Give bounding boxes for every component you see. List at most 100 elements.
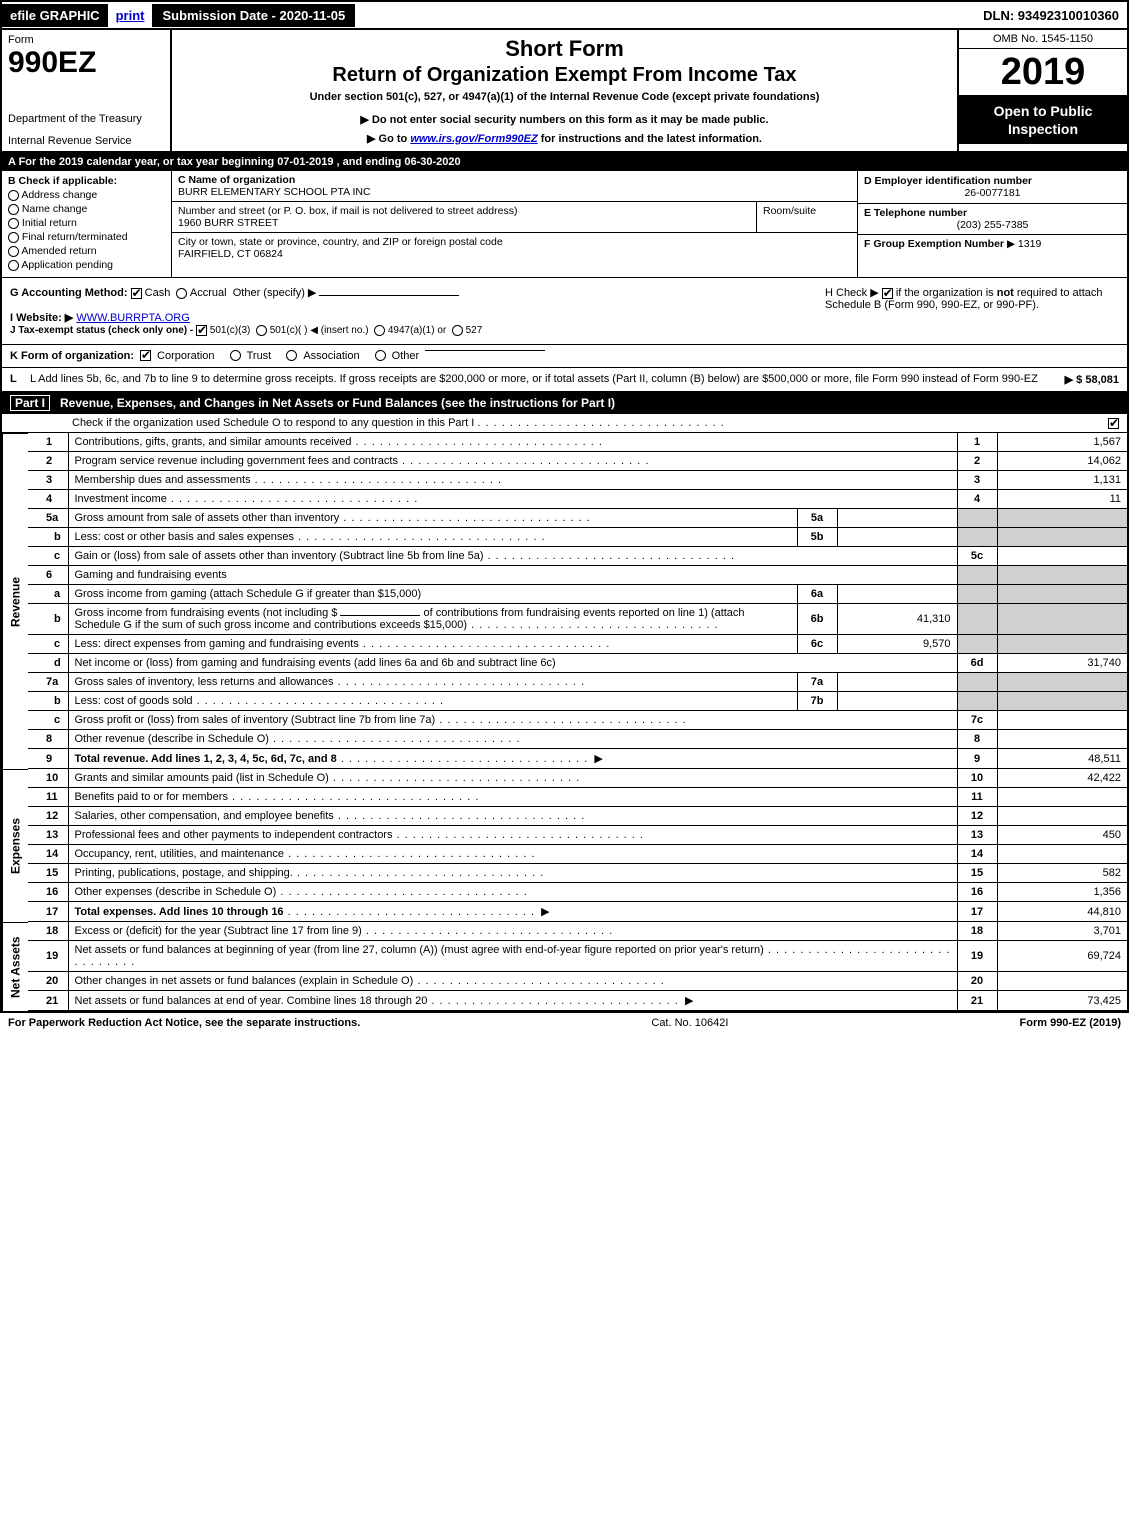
- row-g: G Accounting Method: Cash Accrual Other …: [2, 278, 817, 344]
- subval-6b: 41,310: [837, 604, 957, 635]
- val-6d: 31,740: [997, 654, 1127, 673]
- revenue-tab: Revenue: [2, 433, 28, 769]
- chk-schedule-o[interactable]: [1108, 418, 1119, 429]
- 6b-blank[interactable]: [340, 615, 420, 616]
- part1-checkif: Check if the organization used Schedule …: [2, 414, 1127, 433]
- row-h: H Check ▶ if the organization is not req…: [817, 278, 1127, 344]
- part1-tag: Part I: [10, 395, 50, 411]
- phone-block: E Telephone number (203) 255-7385: [858, 203, 1127, 234]
- other-method-input[interactable]: [319, 295, 459, 296]
- chk-527[interactable]: [452, 325, 463, 336]
- header-left: Form 990EZ Department of the Treasury In…: [2, 30, 172, 151]
- col-def: D Employer identification number 26-0077…: [857, 171, 1127, 277]
- city-value: FAIRFIELD, CT 06824: [178, 248, 283, 260]
- street-block: Number and street (or P. O. box, if mail…: [172, 202, 757, 233]
- chk-association[interactable]: [286, 350, 297, 361]
- under-section: Under section 501(c), 527, or 4947(a)(1)…: [182, 91, 947, 103]
- form-header: Form 990EZ Department of the Treasury In…: [2, 30, 1127, 153]
- org-name-value: BURR ELEMENTARY SCHOOL PTA INC: [178, 186, 371, 198]
- room-block: Room/suite: [757, 202, 857, 233]
- org-name-label: C Name of organization: [178, 174, 295, 186]
- chk-amended-return[interactable]: Amended return: [8, 245, 165, 257]
- goto-post: for instructions and the latest informat…: [541, 133, 762, 145]
- j-label: J Tax-exempt status (check only one) -: [10, 325, 196, 336]
- col-b-checkboxes: B Check if applicable: Address change Na…: [2, 171, 172, 277]
- subval-5b: [837, 528, 957, 547]
- subval-6a: [837, 585, 957, 604]
- revenue-table: 1Contributions, gifts, grants, and simil…: [28, 433, 1127, 769]
- expenses-section: Expenses 10Grants and similar amounts pa…: [2, 769, 1127, 922]
- val-11: [997, 788, 1127, 807]
- group-value: ▶ 1319: [1007, 238, 1041, 250]
- subval-5a: [837, 509, 957, 528]
- chk-501c[interactable]: [256, 325, 267, 336]
- row-a-taxyear: A For the 2019 calendar year, or tax yea…: [2, 153, 1127, 171]
- ein-block: D Employer identification number 26-0077…: [858, 171, 1127, 203]
- top-bar: efile GRAPHIC print Submission Date - 20…: [2, 2, 1127, 30]
- phone-label: E Telephone number: [864, 207, 967, 219]
- footer-right: Form 990-EZ (2019): [1020, 1017, 1121, 1029]
- row-gh: G Accounting Method: Cash Accrual Other …: [2, 278, 1127, 345]
- phone-value: (203) 255-7385: [864, 219, 1121, 231]
- room-label: Room/suite: [763, 205, 816, 217]
- goto-line: ▶ Go to www.irs.gov/Form990EZ for instru…: [182, 132, 947, 145]
- chk-address-change[interactable]: Address change: [8, 189, 165, 201]
- subval-6c: 9,570: [837, 635, 957, 654]
- chk-h-not-required[interactable]: [882, 288, 893, 299]
- val-7c: [997, 711, 1127, 730]
- short-form-title: Short Form: [182, 36, 947, 62]
- val-20: [997, 972, 1127, 991]
- open-public-inspection: Open to Public Inspection: [959, 96, 1127, 144]
- val-8: [997, 730, 1127, 749]
- city-label: City or town, state or province, country…: [178, 236, 503, 248]
- i-label: I Website: ▶: [10, 312, 73, 324]
- part1-title: Revenue, Expenses, and Changes in Net As…: [60, 396, 615, 410]
- submission-date-badge: Submission Date - 2020-11-05: [152, 4, 355, 27]
- chk-initial-return[interactable]: Initial return: [8, 217, 165, 229]
- other-org-input[interactable]: [425, 350, 545, 351]
- org-name-block: C Name of organization BURR ELEMENTARY S…: [172, 171, 857, 202]
- val-18: 3,701: [997, 922, 1127, 941]
- val-13: 450: [997, 826, 1127, 845]
- val-14: [997, 845, 1127, 864]
- header-mid: Short Form Return of Organization Exempt…: [172, 30, 957, 151]
- dept-irs: Internal Revenue Service: [8, 135, 164, 147]
- goto-pre: ▶ Go to: [367, 133, 410, 145]
- tax-year: 2019: [959, 49, 1127, 96]
- chk-application-pending[interactable]: Application pending: [8, 259, 165, 271]
- form-word: Form: [8, 34, 164, 46]
- page-footer: For Paperwork Reduction Act Notice, see …: [0, 1013, 1129, 1033]
- footer-left: For Paperwork Reduction Act Notice, see …: [8, 1017, 360, 1029]
- chk-cash[interactable]: [131, 288, 142, 299]
- website-link[interactable]: WWW.BURRPTA.ORG: [76, 312, 189, 324]
- chk-other-org[interactable]: [375, 350, 386, 361]
- expenses-table: 10Grants and similar amounts paid (list …: [28, 769, 1127, 922]
- ein-label: D Employer identification number: [864, 175, 1121, 187]
- val-16: 1,356: [997, 883, 1127, 902]
- omb-number: OMB No. 1545-1150: [959, 30, 1127, 49]
- chk-name-change[interactable]: Name change: [8, 203, 165, 215]
- val-1: 1,567: [997, 433, 1127, 452]
- do-not-enter: ▶ Do not enter social security numbers o…: [182, 113, 947, 126]
- val-10: 42,422: [997, 769, 1127, 788]
- val-17: 44,810: [997, 902, 1127, 922]
- chk-final-return[interactable]: Final return/terminated: [8, 231, 165, 243]
- col-b-header: B Check if applicable:: [8, 175, 165, 187]
- val-15: 582: [997, 864, 1127, 883]
- g-label: G Accounting Method:: [10, 287, 128, 299]
- revenue-section: Revenue 1Contributions, gifts, grants, a…: [2, 433, 1127, 769]
- form-number: 990EZ: [8, 46, 164, 80]
- val-3: 1,131: [997, 471, 1127, 490]
- efile-label: efile GRAPHIC: [2, 4, 108, 27]
- netassets-table: 18Excess or (deficit) for the year (Subt…: [28, 922, 1127, 1011]
- netassets-section: Net Assets 18Excess or (deficit) for the…: [2, 922, 1127, 1011]
- chk-501c3[interactable]: [196, 325, 207, 336]
- chk-4947[interactable]: [374, 325, 385, 336]
- row-l: L L Add lines 5b, 6c, and 7b to line 9 t…: [2, 368, 1127, 392]
- val-9: 48,511: [997, 749, 1127, 769]
- goto-link[interactable]: www.irs.gov/Form990EZ: [410, 133, 537, 145]
- chk-trust[interactable]: [230, 350, 241, 361]
- chk-accrual[interactable]: [176, 288, 187, 299]
- print-link[interactable]: print: [108, 8, 153, 23]
- chk-corporation[interactable]: [140, 350, 151, 361]
